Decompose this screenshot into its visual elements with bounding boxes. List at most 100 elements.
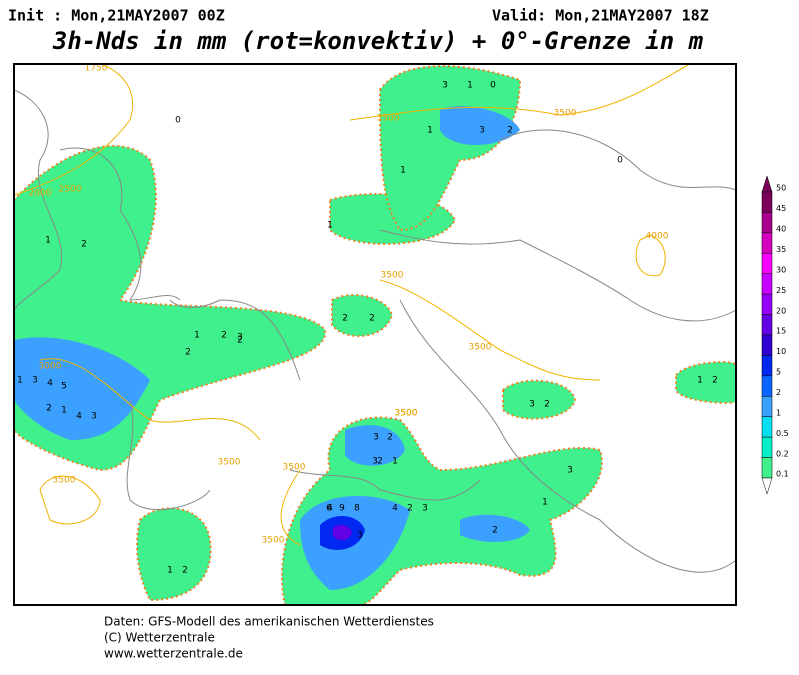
- precip-value: 1: [542, 498, 548, 508]
- precip-value: 0: [175, 116, 181, 126]
- precip-value: 1: [327, 221, 333, 231]
- footer-line: (C) Wetterzentrale: [104, 631, 215, 645]
- colorbar-cap: [761, 477, 773, 495]
- footer-line: www.wetterzentrale.de: [104, 647, 243, 661]
- precip-value: 4: [392, 504, 398, 514]
- colorbar-segment: [761, 457, 773, 479]
- precip-value: 2: [387, 433, 393, 443]
- precip-value: 2: [377, 457, 383, 467]
- colorbar-label: 5: [776, 368, 781, 377]
- freezing-level-contours: [13, 63, 691, 546]
- precip-value: 3: [237, 333, 243, 343]
- colorbar-segment: [761, 293, 773, 315]
- colorbar-segment: [761, 232, 773, 254]
- precip-value: 0: [617, 156, 623, 166]
- precip-value: 3: [422, 504, 428, 514]
- precip-value: 1: [45, 236, 51, 246]
- colorbar-label: 2: [776, 388, 781, 397]
- contour-label: 3500: [218, 458, 241, 468]
- colorbar-segment: [761, 191, 773, 213]
- colorbar-label: 15: [776, 327, 786, 336]
- footer-line: Daten: GFS-Modell des amerikanischen Wet…: [104, 615, 434, 629]
- colorbar-segment: [761, 436, 773, 458]
- valid-time: Valid: Mon,21MAY2007 18Z: [492, 7, 709, 25]
- precip-value: 3: [357, 531, 363, 541]
- contour-label: 1750: [85, 64, 108, 74]
- precip-value: 1: [61, 406, 67, 416]
- map-title: 3h-Nds in mm (rot=konvektiv) + 0°-Grenze…: [52, 27, 704, 55]
- precip-value: 1: [194, 331, 200, 341]
- init-time: Init : Mon,21MAY2007 00Z: [8, 7, 225, 25]
- contour-label: 3500: [53, 476, 76, 486]
- precip-value: 1: [167, 566, 173, 576]
- precip-value: 2: [221, 331, 227, 341]
- precip-value: 2: [507, 126, 513, 136]
- precip-value: 3: [567, 466, 573, 476]
- colorbar-label: 1: [776, 408, 781, 417]
- colorbar-segment: [761, 396, 773, 417]
- coastlines: [13, 89, 737, 573]
- contour-label: 3500: [283, 463, 306, 473]
- precip-value: 0: [490, 81, 496, 91]
- precip-value: 3: [373, 433, 379, 443]
- precip-value: 2: [182, 566, 188, 576]
- precip-value: 2: [185, 348, 191, 358]
- colorbar-label: 10: [776, 347, 786, 356]
- contour-label: 3500: [554, 109, 577, 119]
- precip-value: 3: [529, 400, 535, 410]
- precip-value: 2: [712, 376, 718, 386]
- precip-value: 1: [467, 81, 473, 91]
- precip-value: 6: [326, 504, 332, 514]
- map-frame: [13, 63, 737, 606]
- precip-value: 8: [354, 504, 360, 514]
- precip-value: 1: [400, 166, 406, 176]
- precip-value: 4: [47, 379, 53, 389]
- colorbar-segment: [761, 253, 773, 274]
- colorbar-label: 25: [776, 286, 786, 295]
- precip-value: 1: [427, 126, 433, 136]
- precip-value: 2: [81, 240, 87, 250]
- colorbar-label: 0.2: [776, 449, 789, 458]
- precip-value: 4: [327, 504, 333, 514]
- contour-label: 3500: [262, 536, 285, 546]
- colorbar-label: 0.5: [776, 429, 789, 438]
- colorbar-segment: [761, 355, 773, 377]
- colorbar-label: 50: [776, 184, 786, 193]
- colorbar-label: 35: [776, 245, 786, 254]
- precip-value: 4: [76, 412, 82, 422]
- precip-value: 3: [32, 376, 38, 386]
- precip-value: 2: [492, 526, 498, 536]
- contour-label: 2500: [59, 185, 82, 195]
- colorbar-segment: [761, 273, 773, 295]
- colorbar: 50 45 40 35 30 25 20 15 10 5 2 1 0.5 0.2 0.1: [761, 175, 789, 495]
- precip-value: 2: [369, 314, 375, 324]
- colorbar-label: 40: [776, 225, 786, 234]
- colorbar-segment: [761, 416, 773, 438]
- precip-value: 1: [392, 457, 398, 467]
- colorbar-label: 45: [776, 204, 786, 213]
- colorbar-segment: [761, 212, 773, 234]
- contour-label: 3500: [395, 409, 418, 419]
- contour-label: 3500: [381, 271, 404, 281]
- colorbar-segment: [761, 314, 773, 336]
- precip-value: 2: [46, 404, 52, 414]
- precip-value: 3: [91, 412, 97, 422]
- colorbar-segment: [761, 375, 773, 397]
- contour-label: 3500: [469, 343, 492, 353]
- contour-label: 3000: [39, 362, 62, 372]
- contour-label: 2000: [29, 189, 52, 199]
- footer: Daten: GFS-Modell des amerikanischen Wet…: [104, 615, 434, 661]
- precip-value: 2: [544, 400, 550, 410]
- precip-areas: [13, 65, 737, 606]
- precip-value: 2: [342, 314, 348, 324]
- precip-value: 1: [697, 376, 703, 386]
- precip-value: 2: [237, 336, 243, 346]
- precip-value: 5: [61, 382, 67, 392]
- colorbar-label: 20: [776, 306, 786, 315]
- precip-value: 2: [407, 504, 413, 514]
- colorbar-label: 30: [776, 265, 786, 274]
- contour-label: 4000: [646, 232, 669, 242]
